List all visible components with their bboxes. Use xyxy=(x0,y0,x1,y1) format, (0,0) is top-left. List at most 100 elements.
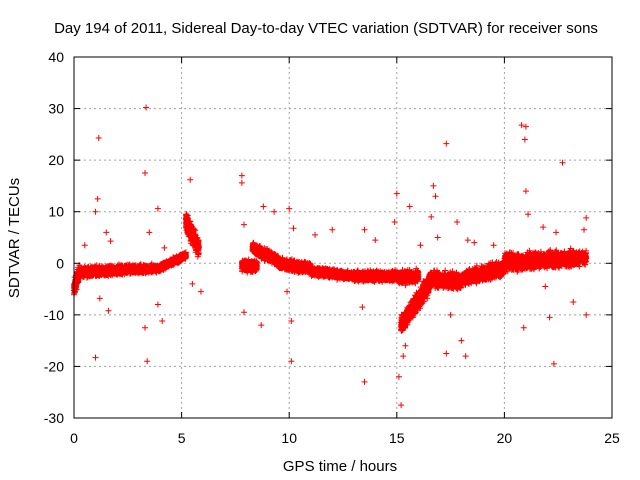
outlier-point xyxy=(94,195,101,202)
y-axis-label: SDTVAR / TECUs xyxy=(6,178,23,298)
outlier-point xyxy=(159,318,166,325)
outlier-point xyxy=(417,242,424,249)
outlier-point xyxy=(520,324,527,331)
outlier-point xyxy=(406,203,413,210)
outlier-point xyxy=(154,301,161,308)
outlier-point xyxy=(144,358,151,365)
x-tick-label: 20 xyxy=(497,430,513,446)
outlier-point xyxy=(88,270,95,277)
outlier-point xyxy=(559,159,566,166)
outlier-point xyxy=(361,226,368,233)
chart-title: Day 194 of 2011, Sidereal Day-to-day VTE… xyxy=(54,20,598,37)
outlier-point xyxy=(550,360,557,367)
outlier-point xyxy=(197,288,204,295)
x-axis-label: GPS time / hours xyxy=(283,458,397,475)
x-tick-labels: 0 5 10 15 20 25 xyxy=(70,430,620,446)
outlier-point xyxy=(81,242,88,249)
outlier-point xyxy=(161,244,168,251)
y-tick-label: -10 xyxy=(44,307,64,323)
dense-band-markers xyxy=(71,211,590,334)
outlier-point xyxy=(522,123,529,130)
outlier-point xyxy=(443,140,450,147)
y-tick-label: 0 xyxy=(56,255,64,271)
outlier-point xyxy=(290,225,297,232)
outlier-point xyxy=(361,378,368,385)
outlier-point xyxy=(402,342,409,349)
outlier-point xyxy=(241,221,248,228)
grid-lines xyxy=(74,57,612,418)
outlier-point xyxy=(105,307,112,314)
outlier-point xyxy=(288,318,295,325)
outlier-point xyxy=(443,350,450,357)
x-tick-label: 10 xyxy=(281,430,297,446)
outlier-point xyxy=(187,176,194,183)
outlier-point xyxy=(393,190,400,197)
outlier-point xyxy=(372,237,379,244)
x-tick-label: 25 xyxy=(604,430,620,446)
data-points xyxy=(71,104,590,409)
outlier-point xyxy=(542,283,549,290)
outlier-point xyxy=(103,229,110,236)
outlier-point xyxy=(583,311,590,318)
outlier-point xyxy=(462,353,469,360)
outlier-point xyxy=(92,208,99,215)
outlier-point xyxy=(525,211,532,218)
outlier-point xyxy=(447,311,454,318)
outlier-point xyxy=(238,172,245,179)
outlier-point xyxy=(428,213,435,220)
outlier-point xyxy=(434,234,441,241)
outlier-point xyxy=(95,134,102,141)
outlier-point xyxy=(581,226,588,233)
outlier-point xyxy=(540,224,547,231)
outlier-point xyxy=(329,226,336,233)
outlier-point xyxy=(154,205,161,212)
plot-frame xyxy=(73,56,613,419)
y-tick-label: 30 xyxy=(48,101,64,117)
outlier-point xyxy=(518,122,525,129)
outlier-point xyxy=(241,309,248,316)
outlier-point xyxy=(96,295,103,302)
outlier-point xyxy=(142,170,149,177)
outlier-point xyxy=(142,324,149,331)
y-tick-label: 40 xyxy=(48,49,64,65)
x-tick-label: 15 xyxy=(389,430,405,446)
outlier-point xyxy=(583,214,590,221)
x-tick-label: 0 xyxy=(70,430,78,446)
outlier-point xyxy=(359,304,366,311)
outlier-point xyxy=(271,208,278,215)
outlier-point xyxy=(400,353,407,360)
outlier-point xyxy=(458,337,465,344)
outlier-point xyxy=(522,188,529,195)
y-tick-label: 10 xyxy=(48,204,64,220)
outlier-point xyxy=(258,322,265,329)
outlier-point xyxy=(432,193,439,200)
outlier-point xyxy=(312,231,319,238)
outlier-point xyxy=(260,203,267,210)
x-tick-label: 5 xyxy=(178,430,186,446)
outlier-point xyxy=(454,219,461,226)
axis-ticks xyxy=(73,56,613,419)
outlier-point xyxy=(288,358,295,365)
outlier-point xyxy=(189,280,196,287)
outlier-point xyxy=(107,238,114,245)
outlier-point xyxy=(471,239,478,246)
y-tick-label: -30 xyxy=(44,410,64,426)
outlier-point xyxy=(570,298,577,305)
outlier-point xyxy=(398,402,405,409)
outlier-point xyxy=(464,237,471,244)
y-tick-label: 20 xyxy=(48,152,64,168)
outlier-point xyxy=(546,314,553,321)
outlier-point xyxy=(143,104,150,111)
outlier-point xyxy=(284,288,291,295)
outlier-point xyxy=(490,242,497,249)
outlier-point xyxy=(146,229,153,236)
outlier-point xyxy=(391,219,398,226)
outlier-point xyxy=(395,373,402,380)
outlier-point xyxy=(92,354,99,361)
outlier-point xyxy=(521,136,528,143)
outlier-point xyxy=(238,179,245,186)
outlier-point xyxy=(430,182,437,189)
y-tick-labels: -30 -20 -10 0 10 20 30 40 xyxy=(44,49,64,426)
outlier-point xyxy=(553,229,560,236)
